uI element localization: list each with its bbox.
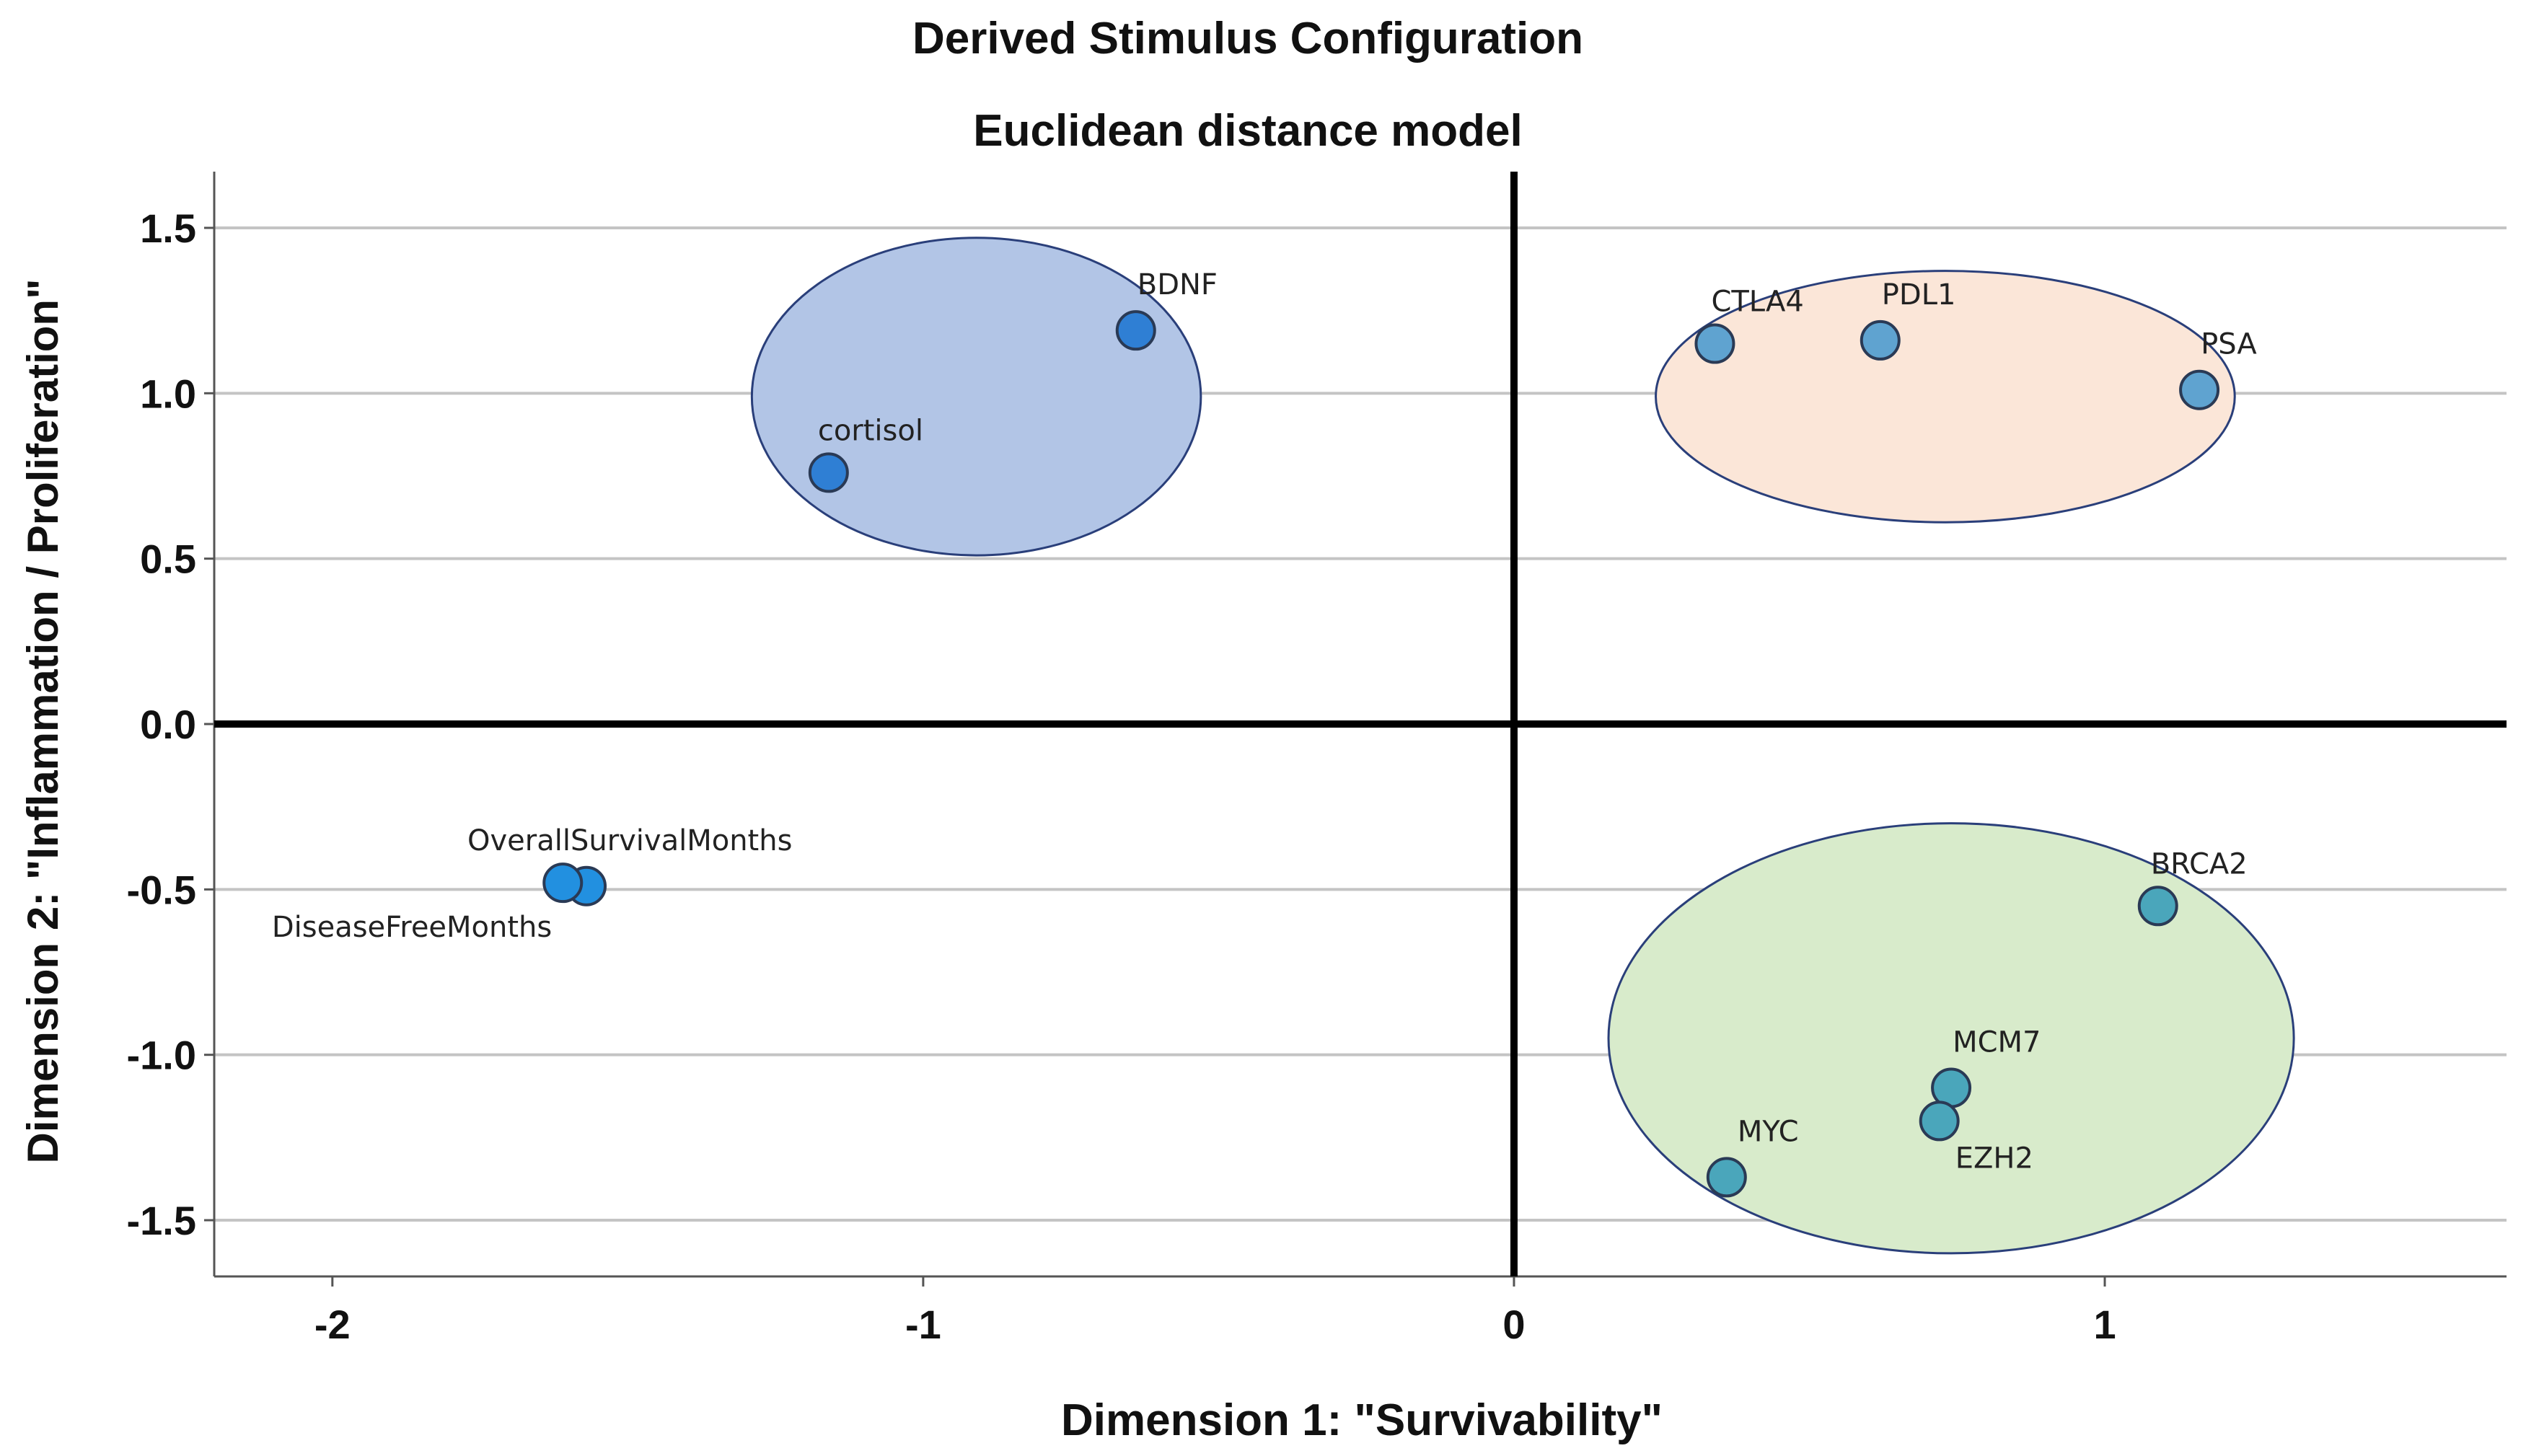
y-tick-label: 0.5	[140, 537, 196, 582]
data-point-label: DiseaseFreeMonths	[272, 911, 552, 944]
data-point-label: cortisol	[818, 414, 923, 447]
plot-area: 1.5 1.0 0.5 0.0 -0.5 -1.0 -1.5 -2 -1 0 1 BDNF cortis…	[127, 172, 2507, 1347]
chart-subtitle: Euclidean distance model	[973, 106, 1522, 156]
data-point	[1860, 319, 1901, 361]
data-point-label: CTLA4	[1711, 286, 1803, 319]
x-axis-title: Dimension 1: "Survivability"	[1061, 1395, 1663, 1445]
y-tick-label: -0.5	[127, 867, 197, 912]
y-tick-label: -1.5	[127, 1198, 197, 1243]
data-point-label: MYC	[1738, 1115, 1799, 1148]
x-tick-label: -2	[314, 1302, 351, 1347]
data-point-label: MCM7	[1953, 1026, 2041, 1059]
data-point	[808, 452, 849, 493]
data-point	[1694, 323, 1735, 364]
data-point	[542, 862, 584, 904]
data-point	[2179, 369, 2220, 410]
y-axis-title: Dimension 2: "Inflammation / Proliferati…	[19, 278, 67, 1163]
orange-cluster-ellipse	[1655, 270, 2236, 524]
data-point-label: EZH2	[1955, 1142, 2033, 1175]
data-point	[1115, 310, 1156, 351]
green-cluster-ellipse	[1607, 822, 2295, 1255]
x-tick-label: 0	[1502, 1302, 1525, 1347]
chart-title: Derived Stimulus Configuration	[912, 14, 1583, 63]
data-point-label: BRCA2	[2151, 847, 2248, 881]
data-point	[1706, 1157, 1747, 1198]
data-point	[2137, 886, 2178, 927]
data-point	[1919, 1100, 1960, 1142]
x-tick-label: 1	[2093, 1302, 2116, 1347]
data-point-label: OverallSurvivalMonths	[467, 824, 792, 857]
y-tick-label: -1.0	[127, 1033, 197, 1078]
data-point-label: BDNF	[1137, 268, 1218, 301]
data-point-label: PSA	[2201, 328, 2257, 361]
x-tick-label: -1	[905, 1302, 941, 1347]
y-tick-label: 1.0	[140, 371, 196, 416]
y-tick-label: 1.5	[140, 206, 196, 251]
blue-cluster-ellipse	[750, 237, 1202, 557]
data-point-label: PDL1	[1882, 278, 1956, 312]
y-tick-label: 0.0	[140, 702, 196, 747]
